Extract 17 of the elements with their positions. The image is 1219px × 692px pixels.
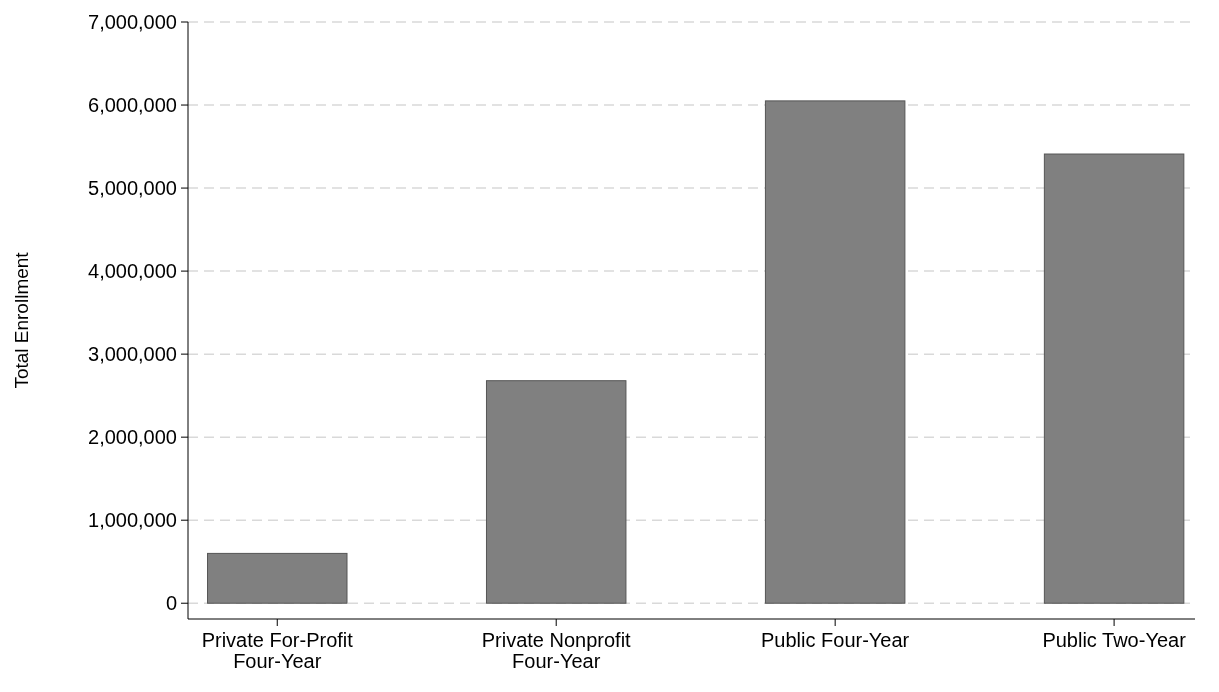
bar [485, 380, 627, 604]
x-tick-label: Private Nonprofit Four-Year [481, 629, 632, 672]
x-tick-label: Public Four-Year [761, 629, 910, 651]
y-tick-label: 3,000,000 [88, 343, 177, 366]
y-tick-label: 7,000,000 [88, 11, 177, 33]
y-tick-label: 5,000,000 [88, 177, 177, 200]
bar [764, 100, 906, 604]
bar [207, 552, 348, 604]
bar [1043, 153, 1185, 604]
y-tick-label: 6,000,000 [88, 94, 177, 117]
y-tick-label: 0 [165, 592, 177, 615]
x-tick-label: Private For-Profit Four-Year [201, 629, 354, 672]
y-tick-label: 4,000,000 [88, 260, 177, 283]
y-tick-label: 1,000,000 [88, 509, 177, 532]
x-tick-label: Public Two-Year [1042, 629, 1187, 651]
y-tick-label: 2,000,000 [88, 426, 177, 449]
y-axis-title: Total Enrollment [11, 251, 32, 389]
